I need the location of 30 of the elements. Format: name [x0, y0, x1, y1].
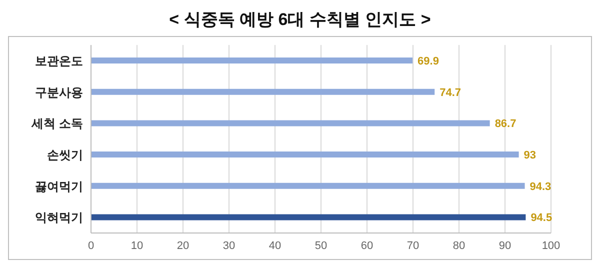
y-tick-label: 익혀먹기: [35, 210, 83, 225]
x-tick-label: 30: [222, 240, 236, 252]
data-label: 86.7: [494, 118, 516, 130]
x-tick-label: 50: [314, 240, 328, 252]
x-tick-label: 10: [130, 240, 144, 252]
x-tick-label: 90: [498, 240, 512, 252]
y-tick-label: 손씻기: [47, 148, 83, 162]
bar: [91, 88, 435, 95]
y-tick-label: 보관온도: [35, 54, 83, 68]
x-tick-label: 40: [268, 240, 282, 252]
x-tick-label: 80: [452, 240, 466, 252]
y-tick-label: 끓여먹기: [35, 179, 83, 194]
x-tick-label: 60: [360, 240, 374, 252]
chart-title: < 식중독 예방 6대 수칙별 인지도 >: [168, 9, 432, 31]
data-label: 94.5: [530, 212, 552, 224]
data-label: 94.3: [530, 180, 552, 193]
y-tick-label: 세척 소독: [30, 116, 83, 131]
bar: [91, 120, 490, 126]
data-label: 74.7: [440, 86, 462, 99]
x-tick-label: 20: [176, 240, 190, 252]
data-label: 69.9: [418, 55, 439, 68]
x-tick-label: 70: [406, 240, 420, 252]
bar: [91, 182, 525, 189]
y-tick-label: 구분사용: [35, 85, 83, 100]
bar: [91, 58, 413, 64]
bar: [91, 152, 519, 158]
data-label: 93: [524, 149, 536, 162]
x-tick-label: 100: [542, 240, 560, 252]
x-tick-label: 0: [88, 240, 94, 252]
bar: [91, 214, 526, 220]
